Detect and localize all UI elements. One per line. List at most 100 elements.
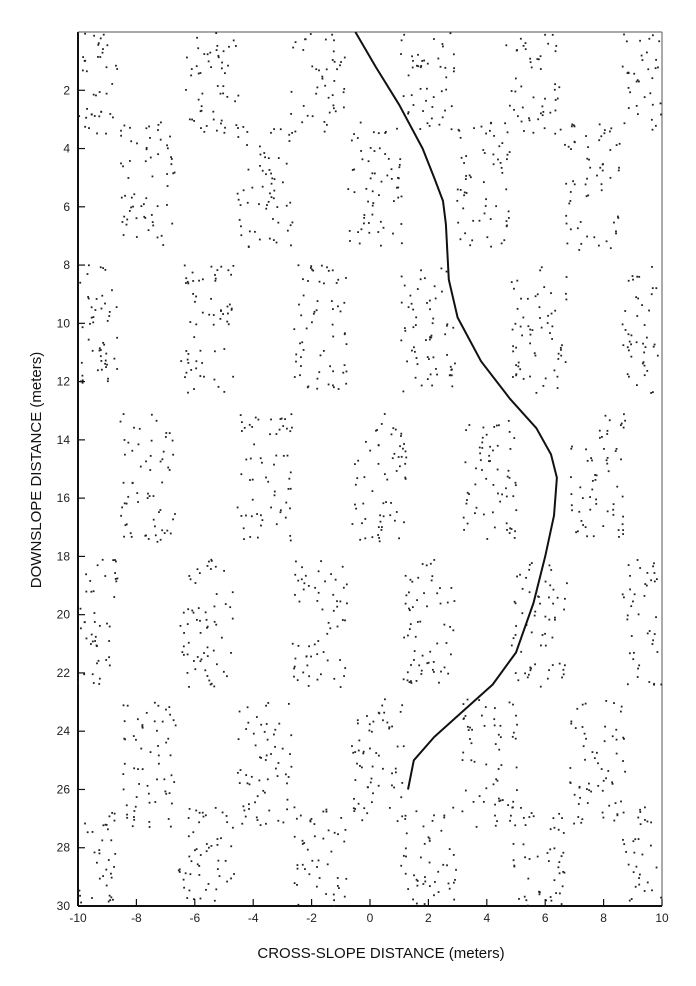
scatter-point xyxy=(205,850,208,853)
scatter-point xyxy=(168,432,171,434)
scatter-point xyxy=(333,905,335,907)
scatter-point xyxy=(394,771,397,774)
scatter-point xyxy=(506,529,508,531)
scatter-point xyxy=(210,297,212,300)
scatter-point xyxy=(193,388,195,390)
scatter-point xyxy=(497,733,500,736)
scatter-point xyxy=(509,448,512,450)
scatter-point xyxy=(287,776,290,778)
scatter-point xyxy=(498,800,501,803)
scatter-point xyxy=(307,584,310,587)
scatter-point xyxy=(580,821,583,824)
scatter-point xyxy=(414,324,417,326)
scatter-point xyxy=(237,198,240,201)
scatter-point xyxy=(400,435,402,437)
scatter-point xyxy=(553,847,556,850)
scatter-point xyxy=(404,329,407,332)
scatter-point xyxy=(201,362,204,364)
scatter-point xyxy=(651,34,654,37)
scatter-point xyxy=(123,720,126,723)
scatter-point xyxy=(516,789,518,791)
scatter-point xyxy=(390,168,393,171)
scatter-point xyxy=(402,745,405,748)
scatter-point xyxy=(556,375,559,378)
scatter-point xyxy=(212,323,215,326)
scatter-point xyxy=(357,802,360,805)
scatter-point xyxy=(311,859,314,862)
scatter-point xyxy=(403,521,405,524)
scatter-point xyxy=(382,502,385,505)
scatter-point xyxy=(183,886,186,889)
scatter-point xyxy=(385,501,387,503)
scatter-point xyxy=(130,196,133,199)
scatter-point xyxy=(206,675,209,677)
scatter-point xyxy=(463,194,465,197)
scatter-point xyxy=(325,68,328,71)
scatter-point xyxy=(98,624,101,627)
scatter-point xyxy=(183,632,185,634)
scatter-point xyxy=(108,311,111,313)
scatter-point xyxy=(91,640,94,643)
y-tick-label: 28 xyxy=(57,841,71,855)
scatter-point xyxy=(189,578,192,581)
scatter-point xyxy=(106,363,108,366)
scatter-point xyxy=(622,515,625,518)
scatter-point xyxy=(447,882,450,885)
scatter-point xyxy=(325,808,328,811)
scatter-point xyxy=(493,724,496,727)
y-tick-label: 6 xyxy=(63,200,70,214)
scatter-point xyxy=(291,642,294,645)
scatter-point xyxy=(521,106,524,109)
scatter-point xyxy=(321,75,324,78)
scatter-point xyxy=(536,293,539,296)
scatter-point xyxy=(554,99,557,101)
scatter-point xyxy=(519,573,521,576)
scatter-point xyxy=(398,465,401,468)
scatter-point xyxy=(635,296,638,299)
scatter-point xyxy=(354,463,356,466)
scatter-point xyxy=(322,837,325,840)
scatter-point xyxy=(422,110,424,112)
scatter-point xyxy=(127,441,130,444)
scatter-point xyxy=(508,430,511,433)
scatter-point xyxy=(462,516,465,519)
scatter-point xyxy=(187,361,190,364)
scatter-point xyxy=(445,88,448,91)
scatter-point xyxy=(345,583,348,586)
scatter-point xyxy=(616,215,619,218)
scatter-point xyxy=(102,48,104,50)
scatter-point xyxy=(565,214,568,217)
scatter-point xyxy=(172,453,175,456)
scatter-point xyxy=(462,703,465,705)
scatter-point xyxy=(633,593,636,596)
scatter-point xyxy=(505,495,508,498)
scatter-point xyxy=(398,163,401,166)
scatter-point xyxy=(280,417,283,420)
scatter-point xyxy=(605,240,608,243)
scatter-point xyxy=(342,106,345,109)
scatter-point xyxy=(206,655,209,658)
scatter-point xyxy=(222,85,225,88)
scatter-point xyxy=(368,723,371,726)
scatter-point xyxy=(655,287,658,290)
scatter-point xyxy=(399,158,402,161)
scatter-point xyxy=(644,818,646,821)
scatter-point xyxy=(436,592,439,595)
scatter-point xyxy=(247,168,250,171)
scatter-point xyxy=(528,119,531,122)
scatter-point xyxy=(321,608,324,611)
scatter-point xyxy=(105,132,107,135)
scatter-point xyxy=(536,58,539,60)
scatter-point xyxy=(629,574,631,577)
scatter-point xyxy=(643,374,646,377)
scatter-point xyxy=(651,391,654,394)
scatter-point xyxy=(159,460,162,463)
scatter-point xyxy=(271,177,274,180)
scatter-point xyxy=(395,511,398,513)
scatter-point xyxy=(605,459,608,462)
scatter-point xyxy=(514,602,517,605)
scatter-point xyxy=(416,884,419,887)
scatter-point xyxy=(437,57,440,60)
scatter-point xyxy=(649,844,652,847)
scatter-point xyxy=(478,446,481,449)
